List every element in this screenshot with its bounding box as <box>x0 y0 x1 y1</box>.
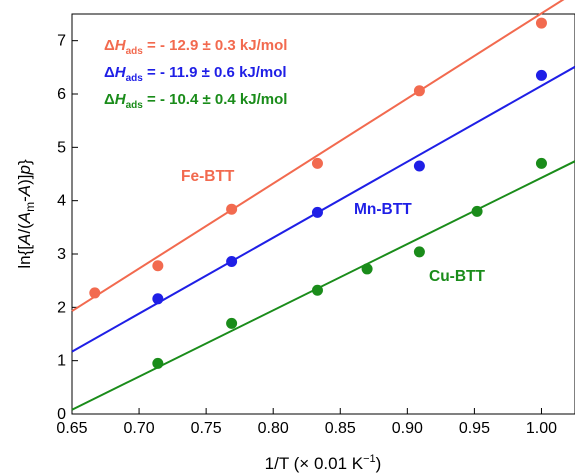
data-point-mn-btt <box>152 293 164 305</box>
data-point-cu-btt <box>535 157 547 169</box>
data-point-cu-btt <box>311 284 323 296</box>
fit-line-fe-btt <box>71 0 565 312</box>
y-tick-label: 7 <box>57 33 66 50</box>
series-label-cu-btt: Cu-BTT <box>429 268 485 285</box>
x-tick-label: 1.00 <box>526 420 557 437</box>
y-tick-label: 2 <box>57 299 66 316</box>
x-axis-ticks: 0.65 0.70 0.75 0.80 0.85 0.90 0.95 1.00 <box>56 408 557 437</box>
y-tick-label: 6 <box>57 86 66 103</box>
svg-text:ΔHads = - 12.9 ± 0.3 kJ/mol: ΔHads = - 12.9 ± 0.3 kJ/mol <box>104 37 287 57</box>
data-point-cu-btt <box>361 263 373 275</box>
data-point-fe-btt <box>535 17 547 29</box>
y-tick-label: 3 <box>57 246 66 263</box>
y-axis-label: ln{[A/(Am-A)]p} <box>15 159 37 269</box>
data-point-cu-btt <box>413 246 425 258</box>
fit-lines <box>71 0 575 411</box>
x-tick-label: 0.80 <box>258 420 289 437</box>
x-tick-label: 0.90 <box>392 420 423 437</box>
x-tick-label: 0.75 <box>191 420 222 437</box>
data-point-cu-btt <box>226 317 238 329</box>
data-point-fe-btt <box>311 157 323 169</box>
data-point-mn-btt <box>226 255 238 267</box>
data-point-mn-btt <box>413 160 425 172</box>
svg-text:ΔHads = - 10.4 ± 0.4 kJ/mol: ΔHads = - 10.4 ± 0.4 kJ/mol <box>104 91 287 111</box>
x-tick-label: 0.85 <box>325 420 356 437</box>
y-tick-label: 5 <box>57 139 66 156</box>
x-axis-label: 1/T (× 0.01 K−1) <box>265 453 382 473</box>
x-tick-label: 0.70 <box>123 420 154 437</box>
data-point-fe-btt <box>152 260 164 272</box>
data-point-fe-btt <box>226 203 238 215</box>
series-label-fe-btt: Fe-BTT <box>181 168 235 185</box>
y-tick-label: 0 <box>57 406 66 423</box>
svg-text:ΔHads = - 11.9 ± 0.6 kJ/mol: ΔHads = - 11.9 ± 0.6 kJ/mol <box>104 64 287 84</box>
x-tick-label: 0.65 <box>56 420 87 437</box>
x-tick-label: 0.95 <box>459 420 490 437</box>
data-point-fe-btt <box>89 287 101 299</box>
annotation-mn: ΔHads = - 11.9 ± 0.6 kJ/mol <box>104 64 287 84</box>
data-point-fe-btt <box>413 85 425 97</box>
y-tick-label: 1 <box>57 353 66 370</box>
y-tick-label: 4 <box>57 193 66 210</box>
annotation-cu: ΔHads = - 10.4 ± 0.4 kJ/mol <box>104 91 287 111</box>
data-points <box>89 17 547 369</box>
data-point-cu-btt <box>152 357 164 369</box>
fit-line-mn-btt <box>71 65 575 353</box>
data-point-mn-btt <box>535 69 547 81</box>
series-label-mn-btt: Mn-BTT <box>354 201 412 218</box>
annotation-fe: ΔHads = - 12.9 ± 0.3 kJ/mol <box>104 37 287 57</box>
data-point-mn-btt <box>311 206 323 218</box>
y-axis-ticks: 0 1 2 3 4 5 6 7 <box>57 33 78 423</box>
plot-frame <box>71 13 575 415</box>
data-point-cu-btt <box>471 205 483 217</box>
fit-line-cu-btt <box>71 160 575 411</box>
